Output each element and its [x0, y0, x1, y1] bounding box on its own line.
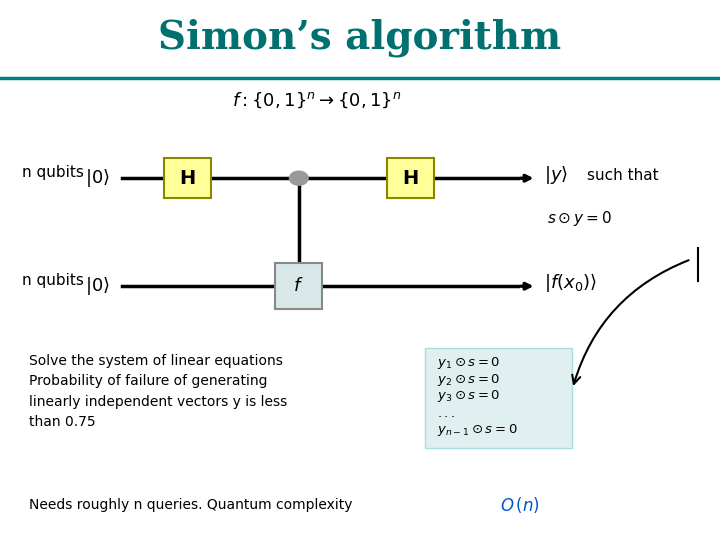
FancyBboxPatch shape: [275, 263, 323, 309]
Text: H: H: [402, 168, 418, 188]
Text: Needs roughly n queries. Quantum complexity: Needs roughly n queries. Quantum complex…: [29, 498, 352, 512]
Text: $y_{n-1} \odot s = 0$: $y_{n-1} \odot s = 0$: [437, 422, 518, 438]
Text: Solve the system of linear equations
Probability of failure of generating
linear: Solve the system of linear equations Pro…: [29, 354, 287, 429]
Circle shape: [289, 171, 308, 185]
Text: $|y\rangle$: $|y\rangle$: [544, 165, 568, 186]
Text: $y_1 \odot s = 0$: $y_1 \odot s = 0$: [437, 355, 500, 371]
Text: $y_2 \odot s = 0$: $y_2 \odot s = 0$: [437, 372, 500, 388]
FancyBboxPatch shape: [387, 158, 433, 198]
Text: $y_3 \odot s = 0$: $y_3 \odot s = 0$: [437, 388, 500, 404]
Text: $s \odot y = 0$: $s \odot y = 0$: [547, 209, 612, 228]
FancyBboxPatch shape: [164, 158, 210, 198]
FancyBboxPatch shape: [425, 348, 572, 448]
Text: $|0\rangle$: $|0\rangle$: [85, 167, 109, 189]
Text: $f:\{0,1\}^n \rightarrow \{0,1\}^n$: $f:\{0,1\}^n \rightarrow \{0,1\}^n$: [232, 90, 402, 110]
Text: $f$: $f$: [294, 277, 304, 295]
Text: n qubits: n qubits: [22, 165, 84, 180]
Text: $...$: $...$: [437, 407, 455, 420]
Text: H: H: [179, 168, 195, 188]
Text: $|f(x_0)\rangle$: $|f(x_0)\rangle$: [544, 273, 597, 294]
Text: $O\,(n)$: $O\,(n)$: [500, 495, 540, 515]
Text: such that: such that: [587, 168, 658, 183]
Text: Simon’s algorithm: Simon’s algorithm: [158, 18, 562, 57]
Text: $|0\rangle$: $|0\rangle$: [85, 275, 109, 297]
FancyArrowPatch shape: [572, 260, 688, 384]
Text: n qubits: n qubits: [22, 273, 84, 288]
